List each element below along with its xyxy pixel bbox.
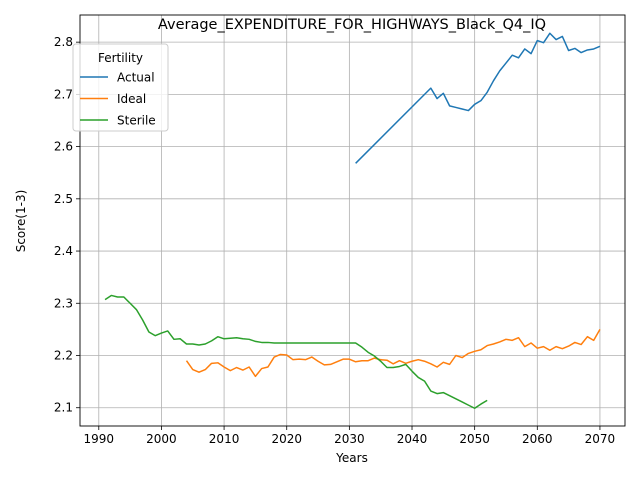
series-line-ideal <box>185 329 601 378</box>
x-tick-label: 1990 <box>84 432 115 446</box>
series-line-sterile <box>104 294 488 409</box>
plot-frame <box>79 14 626 427</box>
y-ticks: 2.1 2.2 2.3 2.4 2.5 2.6 2.7 2.8 <box>54 35 80 415</box>
y-tick-label: 2.1 <box>54 401 73 415</box>
x-tick-label: 2040 <box>397 432 428 446</box>
y-axis-label: Score(1-3) <box>14 190 28 253</box>
y-tick-label: 2.6 <box>54 140 73 154</box>
x-tick-label: 2010 <box>209 432 240 446</box>
y-tick-label: 2.8 <box>54 35 73 49</box>
series-lines <box>104 32 601 409</box>
series-line-actual <box>355 32 601 164</box>
x-tick-label: 2050 <box>459 432 490 446</box>
legend-title: Fertility <box>98 51 143 65</box>
y-tick-label: 2.2 <box>54 348 73 362</box>
legend-box <box>72 43 169 132</box>
grid <box>80 15 625 426</box>
legend: Fertility Actual Ideal Sterile <box>72 43 169 132</box>
legend-label-sterile: Sterile <box>117 114 156 128</box>
x-tick-label: 2030 <box>334 432 365 446</box>
y-tick-label: 2.4 <box>54 244 73 258</box>
legend-label-actual: Actual <box>117 71 155 85</box>
x-tick-label: 2070 <box>585 432 616 446</box>
x-ticks: 1990 2000 2010 2020 2030 2040 2050 2060 2070 <box>84 426 616 446</box>
x-tick-label: 2020 <box>271 432 302 446</box>
x-tick-label: 2000 <box>146 432 177 446</box>
chart-title: Average_EXPENDITURE_FOR_HIGHWAYS_Black_Q… <box>158 17 546 33</box>
legend-label-ideal: Ideal <box>117 92 146 106</box>
x-axis-label: Years <box>335 451 368 465</box>
y-tick-label: 2.3 <box>54 296 73 310</box>
y-tick-label: 2.5 <box>54 192 73 206</box>
y-tick-label: 2.7 <box>54 87 73 101</box>
x-tick-label: 2060 <box>522 432 553 446</box>
